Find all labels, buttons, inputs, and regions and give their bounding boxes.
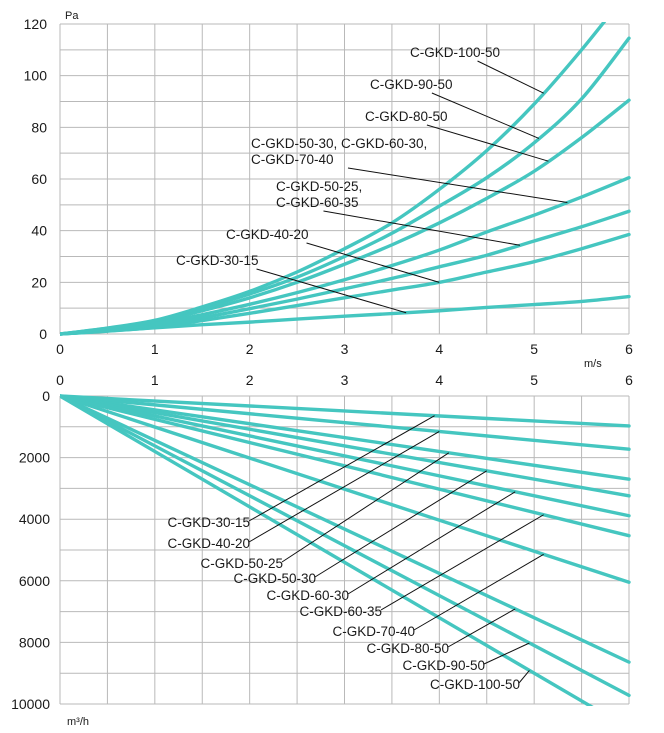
top-annotation-c-gkd-90-50: C-GKD-90-50 — [370, 77, 453, 92]
series-c-gkd-90-50 — [60, 394, 631, 698]
bottom-annotation-c-gkd-70-40: C-GKD-70-40 — [332, 624, 415, 639]
bottom-x-tick-label: 0 — [56, 372, 64, 388]
top-y-tick-label: 0 — [39, 326, 47, 342]
top-series — [60, 22, 631, 336]
bottom-y-tick-label: 2000 — [19, 450, 50, 466]
series-c-gkd-50-25 — [60, 394, 631, 481]
top-leaders — [256, 60, 568, 314]
bottom-annotations: C-GKD-30-15 C-GKD-40-20 C-GKD-50-25C-GKD-5… — [167, 515, 520, 692]
bottom-ticks: 0 1 2 3 4 5 6 0 2000 4000 6000 8000 10000 — [11, 372, 633, 712]
top-x-axis-label: m/s — [584, 358, 602, 370]
top-leader-line — [347, 167, 568, 204]
top-y-tick-label: 60 — [31, 171, 47, 187]
top-x-tick-label: 0 — [56, 341, 64, 357]
bottom-annotation-c-gkd-50-25: C-GKD-50-25 — [200, 556, 283, 571]
top-y-tick-label: 100 — [24, 68, 48, 84]
bottom-series — [60, 394, 631, 706]
annotation-line: C-GKD-100-50 — [410, 45, 500, 60]
top-x-tick-label: 5 — [530, 341, 538, 357]
top-leader-line — [323, 210, 521, 246]
bottom-x-tick-label: 2 — [246, 372, 254, 388]
bottom-leader-line — [380, 514, 544, 611]
bottom-leader-line — [518, 670, 530, 684]
bottom-annotation-c-gkd-100-50: C-GKD-100-50 — [430, 677, 520, 692]
top-y-axis-label: Pa — [65, 10, 79, 22]
series-c-gkd-70-40 — [60, 394, 631, 584]
bottom-annotation-c-gkd-60-30: C-GKD-60-30 — [266, 588, 349, 603]
bottom-x-tick-label: 1 — [151, 372, 159, 388]
top-annotation-c-gkd-50-30-c-gkd-60-30: C-GKD-50-30, C-GKD-60-30, C-GKD-70-40 — [251, 136, 427, 167]
top-x-tick-label: 4 — [435, 341, 443, 357]
annotation-line: C-GKD-80-50 — [365, 109, 448, 124]
bottom-y-tick-label: 10000 — [11, 696, 50, 712]
bottom-leader-line — [281, 452, 450, 563]
series-c-gkd-30-15 — [60, 394, 631, 428]
top-y-tick-label: 120 — [24, 16, 48, 32]
bottom-leader-line — [483, 642, 530, 665]
top-annotations: C-GKD-100-50 C-GKD-90-50 C-GKD-80-50 C-GKD-… — [176, 45, 500, 268]
bottom-annotation-c-gkd-80-50: C-GKD-80-50 — [366, 641, 449, 656]
annotation-line: C-GKD-90-50 — [370, 77, 453, 92]
top-annotation-c-gkd-50-25: C-GKD-50-25, C-GKD-60-35 — [276, 179, 362, 210]
bottom-x-tick-label: 3 — [341, 372, 349, 388]
top-y-tick-label: 20 — [31, 274, 47, 290]
bottom-y-tick-label: 4000 — [19, 511, 50, 527]
series-c-gkd-50-30 — [60, 394, 631, 498]
top-annotation-c-gkd-100-50: C-GKD-100-50 — [410, 45, 500, 60]
top-leader-line — [431, 92, 540, 139]
bottom-leader-line — [447, 608, 516, 648]
top-leader-line — [256, 268, 407, 314]
annotation-line: C-GKD-70-40 — [251, 152, 334, 167]
annotation-line: C-GKD-60-35 — [276, 195, 359, 210]
top-y-tick-label: 40 — [31, 223, 47, 239]
top-annotation-c-gkd-40-20: C-GKD-40-20 — [226, 227, 309, 242]
series-c-gkd-50-30-c-gkd-60-30-c-gkd-70-40 — [60, 176, 631, 336]
top-leader-line — [477, 60, 544, 94]
bottom-x-tick-label: 4 — [435, 372, 443, 388]
bottom-x-tick-label: 6 — [625, 372, 633, 388]
bottom-annotation-c-gkd-60-35: C-GKD-60-35 — [299, 604, 382, 619]
series-c-gkd-100-50 — [60, 22, 607, 336]
bottom-annotation-c-gkd-50-30: C-GKD-50-30 — [233, 571, 316, 586]
series-c-gkd-100-50 — [60, 394, 594, 706]
bottom-y-tick-label: 6000 — [19, 573, 50, 589]
bottom-annotation-c-gkd-90-50: C-GKD-90-50 — [402, 658, 485, 673]
annotation-line: C-GKD-50-25, — [276, 179, 362, 194]
series-c-gkd-60-35 — [60, 394, 631, 538]
top-annotation-c-gkd-30-15: C-GKD-30-15 — [176, 253, 259, 268]
series-c-gkd-60-30 — [60, 394, 631, 518]
top-leader-line — [426, 124, 549, 162]
bottom-annotation-c-gkd-40-20: C-GKD-40-20 — [167, 536, 250, 551]
bottom-x-tick-label: 5 — [530, 372, 538, 388]
top-y-tick-label: 80 — [31, 119, 47, 135]
top-annotation-c-gkd-80-50: C-GKD-80-50 — [365, 109, 448, 124]
annotation-line: C-GKD-50-30, C-GKD-60-30, — [251, 136, 427, 151]
bottom-leader-line — [413, 553, 544, 631]
bottom-leader-line — [248, 431, 440, 543]
annotation-line: C-GKD-30-15 — [176, 253, 259, 268]
series-c-gkd-80-50 — [60, 394, 631, 664]
top-leader-line — [306, 242, 440, 283]
top-x-tick-label: 3 — [341, 341, 349, 357]
bottom-leader-line — [314, 470, 488, 578]
bottom-y-tick-label: 8000 — [19, 634, 50, 650]
series-c-gkd-40-20 — [60, 394, 631, 451]
bottom-leader-line — [347, 491, 516, 595]
top-x-tick-label: 1 — [151, 341, 159, 357]
bottom-y-tick-label: 0 — [42, 388, 50, 404]
bottom-annotation-c-gkd-30-15: C-GKD-30-15 — [167, 515, 250, 530]
bottom-leader-line — [248, 415, 435, 522]
bottom-leaders — [248, 415, 544, 684]
annotation-line: C-GKD-40-20 — [226, 227, 309, 242]
top-x-tick-label: 2 — [246, 341, 254, 357]
bottom-y-axis-label: m³/h — [67, 716, 89, 728]
top-x-tick-label: 6 — [625, 341, 633, 357]
